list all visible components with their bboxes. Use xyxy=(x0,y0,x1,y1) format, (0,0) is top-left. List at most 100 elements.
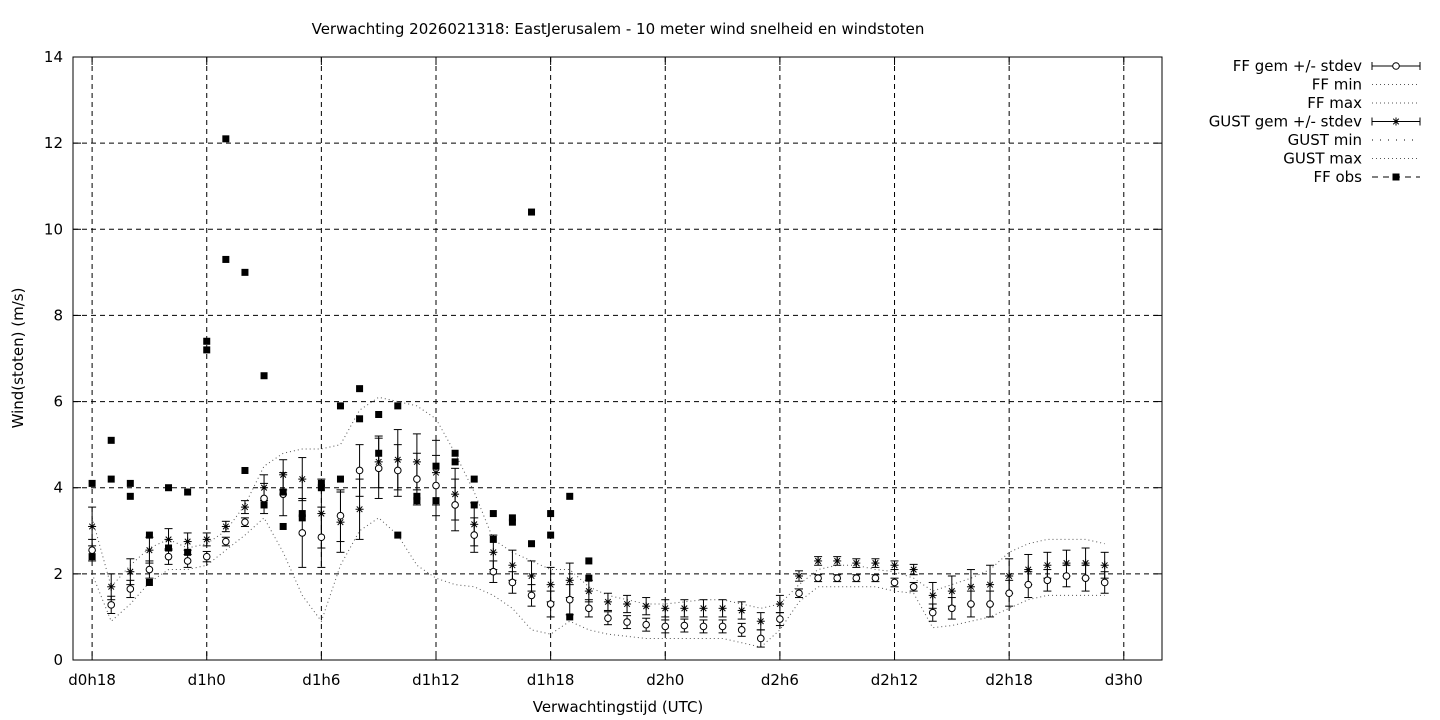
ff-obs-point xyxy=(470,501,478,509)
ff-obs-point xyxy=(528,208,536,216)
gust-mean-point xyxy=(852,559,861,568)
plot-frame xyxy=(72,56,1163,661)
ff-mean-point xyxy=(680,621,689,630)
ff-obs-point xyxy=(107,475,115,483)
gust-mean-point xyxy=(756,617,765,626)
ff-obs-point xyxy=(279,488,287,496)
ff-mean-point xyxy=(126,585,135,593)
gust-mean-point xyxy=(642,602,651,611)
ff-obs-point xyxy=(184,488,192,496)
ff-mean-point xyxy=(642,620,650,629)
ff-obs-point xyxy=(585,574,593,582)
ff-obs-point xyxy=(107,436,115,444)
x-tick-label: d0h18 xyxy=(68,671,116,689)
gust-mean-point xyxy=(1043,561,1052,570)
gust-mean-point xyxy=(1024,565,1033,574)
ff-mean-point xyxy=(833,574,842,582)
error-bars xyxy=(88,429,1109,648)
gust-mean-point xyxy=(623,600,632,609)
ff-obs-point xyxy=(375,449,383,457)
gust-mean-point xyxy=(432,468,440,477)
ff-obs-point xyxy=(547,531,555,539)
ff-obs-point xyxy=(88,479,96,487)
gust-mean-point xyxy=(1100,561,1109,570)
markers xyxy=(88,117,1400,643)
ff-mean-point xyxy=(585,604,593,613)
ff-mean-point xyxy=(107,601,116,609)
x-tick-label: d3h0 xyxy=(1105,671,1143,689)
y-tick-label: 4 xyxy=(53,479,63,497)
ff-mean-point xyxy=(852,574,861,582)
gust-mean-point xyxy=(1062,559,1071,568)
ff-mean-point xyxy=(1024,580,1033,589)
legend-marker xyxy=(1392,173,1400,181)
gust-mean-point xyxy=(890,561,899,570)
ff-mean-point xyxy=(986,600,994,608)
ff-mean-point xyxy=(374,464,383,473)
ff-mean-point xyxy=(336,511,345,520)
ff-obs-point xyxy=(356,415,364,423)
ff-mean-point xyxy=(470,531,479,539)
ff-mean-point xyxy=(909,582,918,591)
legend-label: FF gem +/- stdev xyxy=(1233,57,1362,75)
ff-mean-point xyxy=(527,591,536,600)
ff-mean-point xyxy=(565,595,574,604)
gust-mean-point xyxy=(966,582,975,591)
legend-marker xyxy=(1392,62,1400,70)
ff-obs-point xyxy=(375,410,383,418)
x-tick-label: d2h6 xyxy=(761,671,799,689)
ff-mean-point xyxy=(413,475,421,483)
y-tick-label: 8 xyxy=(53,306,63,324)
x-tick-label: d1h12 xyxy=(412,671,460,689)
ff-mean-point xyxy=(776,615,784,623)
ff-mean-point xyxy=(1005,589,1013,598)
ff-obs-point xyxy=(489,510,497,518)
gust-mean-point xyxy=(126,567,135,576)
ff-obs-point xyxy=(260,501,268,509)
ff-obs-point xyxy=(566,492,574,500)
gust-mean-point xyxy=(871,559,880,568)
ff-mean-point xyxy=(164,552,173,561)
ff-obs-point xyxy=(451,458,459,466)
gust-mean-point xyxy=(546,580,555,589)
ff-obs-point xyxy=(317,479,325,487)
gust-mean-point xyxy=(470,520,479,529)
ff-obs-point xyxy=(126,492,134,500)
ff-max-line xyxy=(91,396,1105,609)
min-max-bands xyxy=(91,396,1105,648)
gust-mean-point xyxy=(107,582,116,591)
ff-obs-point xyxy=(432,462,440,470)
ff-obs-point xyxy=(547,510,555,518)
ff-obs-point xyxy=(260,372,268,380)
ff-obs-point xyxy=(317,484,325,492)
ff-mean-point xyxy=(795,589,803,598)
gust-mean-point xyxy=(489,548,498,557)
ff-mean-point xyxy=(298,529,307,537)
y-tick-label: 14 xyxy=(44,48,63,66)
gust-mean-point xyxy=(88,522,97,531)
gust-mean-point xyxy=(240,503,249,512)
ff-mean-point xyxy=(222,537,230,546)
y-tick-label: 10 xyxy=(44,220,63,238)
ff-mean-point xyxy=(260,494,268,503)
ff-mean-point xyxy=(451,501,459,509)
ff-mean-point xyxy=(871,574,880,582)
ff-mean-point xyxy=(145,565,154,574)
ff-mean-point xyxy=(355,466,364,475)
ff-obs-point xyxy=(88,553,96,561)
ff-mean-point xyxy=(1062,572,1071,580)
x-tick-label: d1h18 xyxy=(527,671,575,689)
gust-mean-point xyxy=(661,604,670,613)
legend-label: GUST min xyxy=(1288,131,1362,149)
gust-mean-point xyxy=(909,565,918,574)
ff-obs-point xyxy=(413,492,421,500)
x-tick-label: d2h0 xyxy=(646,671,684,689)
ff-obs-point xyxy=(203,337,211,345)
gust-mean-point xyxy=(565,576,574,585)
ff-mean-point xyxy=(1081,574,1090,582)
gust-mean-point xyxy=(680,604,689,613)
x-tick-label: d2h12 xyxy=(871,671,919,689)
ff-obs-point xyxy=(298,510,306,518)
